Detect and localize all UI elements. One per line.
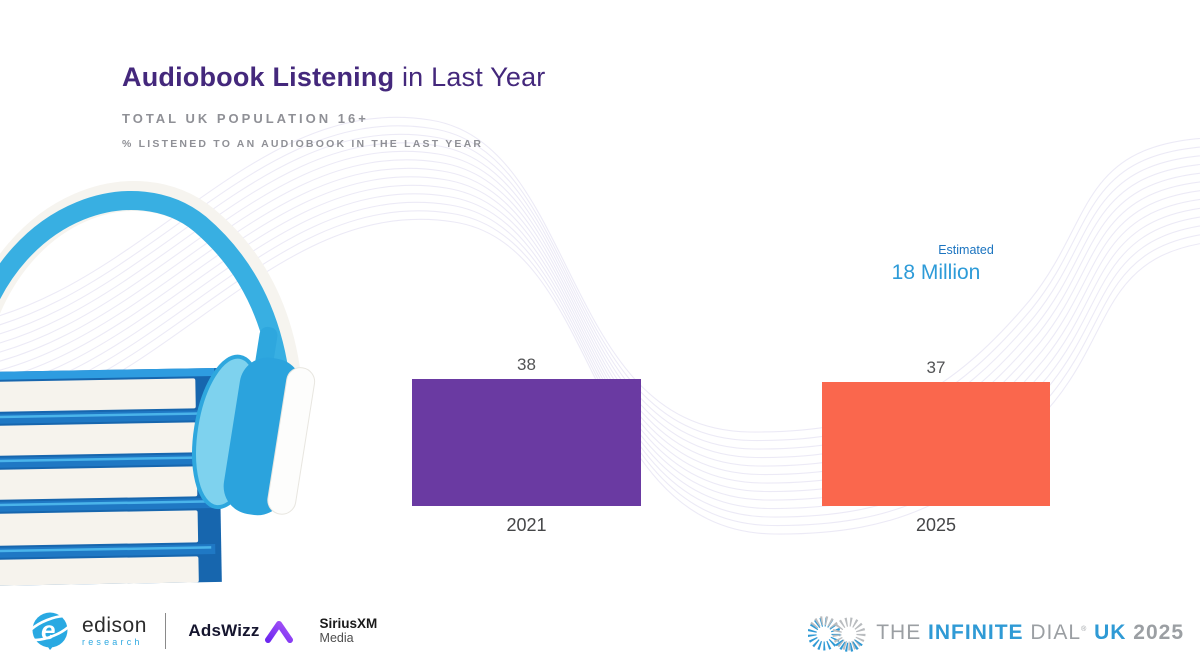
footer-divider [164,613,167,649]
book-stack [0,367,222,586]
dial-dial: DIAL [1030,621,1082,644]
bar-value-label: 38 [517,355,536,374]
infinity-dial-icon [808,616,866,652]
subnote: % LISTENED TO AN AUDIOBOOK IN THE LAST Y… [122,138,484,150]
siriusxm-media: Media [319,630,354,645]
dial-trademark: ® [1081,626,1088,633]
bar-category-label: 2021 [506,515,547,535]
page-title: Audiobook Listening in Last Year [122,62,546,93]
adswizz-wordmark: AdsWizz [188,621,260,640]
edison-name: edison [82,614,147,637]
estimate-label: Estimated [938,243,994,257]
ear-cup [192,326,316,516]
subtitle: TOTAL UK POPULATION 16+ [122,111,369,126]
estimate-value: 18 Million [891,261,981,284]
edison-icon: e [26,612,74,650]
siriusxm-wordmark: SiriusXM [319,616,378,632]
infinite-dial-logo: THE INFINITE DIAL® UK 2025 [808,612,1184,654]
dial-uk: UK [1094,621,1127,644]
svg-text:e: e [41,615,55,645]
footer-logos: e edison research AdsWizz SiriusXM Media [24,606,377,656]
title-rest: in Last Year [394,62,546,92]
adswizz-logo: AdsWizz [188,619,297,643]
edison-text: edison research [82,615,147,647]
dial-year: 2025 [1133,621,1184,644]
dial-infinite: INFINITE [928,621,1024,644]
bar [412,379,641,506]
infinite-dial-wordmark: THE INFINITE DIAL® UK 2025 [876,621,1184,645]
title-bold: Audiobook Listening [122,62,395,92]
estimate-annotation: Estimated 18 Million [822,243,1050,285]
dial-the: THE [876,621,922,644]
bar-group-2021: 38 2021 [412,355,641,535]
bar-category-label: 2025 [915,515,957,535]
bar-group-2025: 37 2025 [822,358,1050,535]
headphones-books-image [0,181,316,586]
edison-research-logo: e edison research [24,606,147,656]
adswizz-peak-icon [264,621,293,643]
bar [822,382,1050,506]
siriusxm-logo: SiriusXM Media [320,617,378,644]
edison-sub: research [82,637,143,647]
bar-value-label: 37 [926,358,946,377]
